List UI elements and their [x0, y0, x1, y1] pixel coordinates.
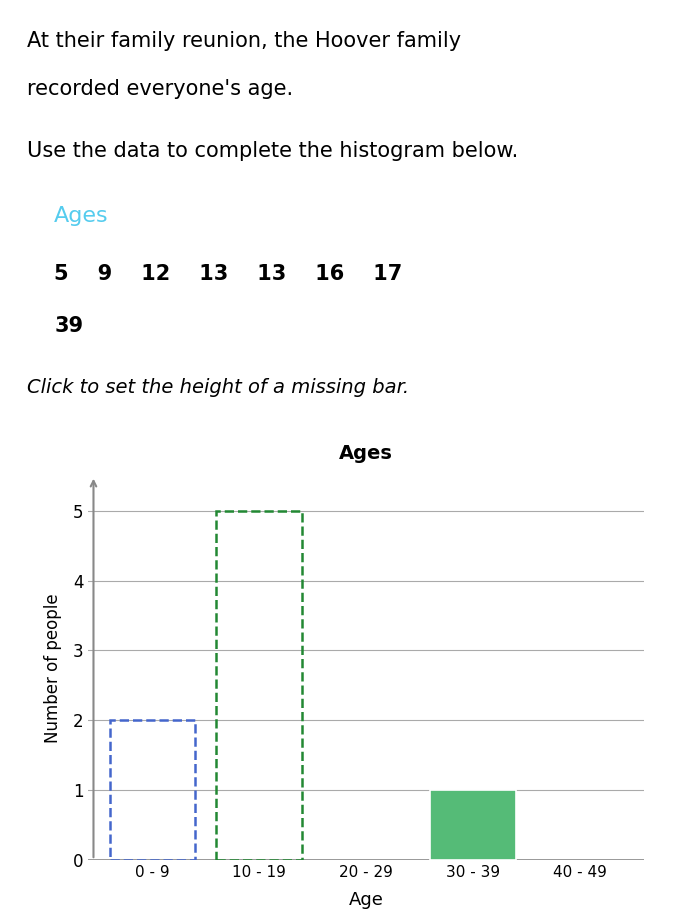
Bar [216, 511, 302, 860]
Text: Use the data to complete the histogram below.: Use the data to complete the histogram b… [27, 141, 519, 160]
Text: 39: 39 [54, 317, 83, 336]
Bar [110, 720, 195, 860]
X-axis label: Age: Age [348, 891, 384, 910]
Text: Ages: Ages [54, 207, 109, 226]
Text: Click to set the height of a missing bar.: Click to set the height of a missing bar… [27, 378, 410, 397]
Y-axis label: Number of people: Number of people [43, 593, 62, 743]
Bar [431, 791, 516, 860]
Title: Ages: Ages [339, 444, 393, 463]
Text: At their family reunion, the Hoover family: At their family reunion, the Hoover fami… [27, 31, 461, 50]
Text: 5    9    12    13    13    16    17: 5 9 12 13 13 16 17 [54, 264, 403, 284]
Text: recorded everyone's age.: recorded everyone's age. [27, 79, 294, 99]
